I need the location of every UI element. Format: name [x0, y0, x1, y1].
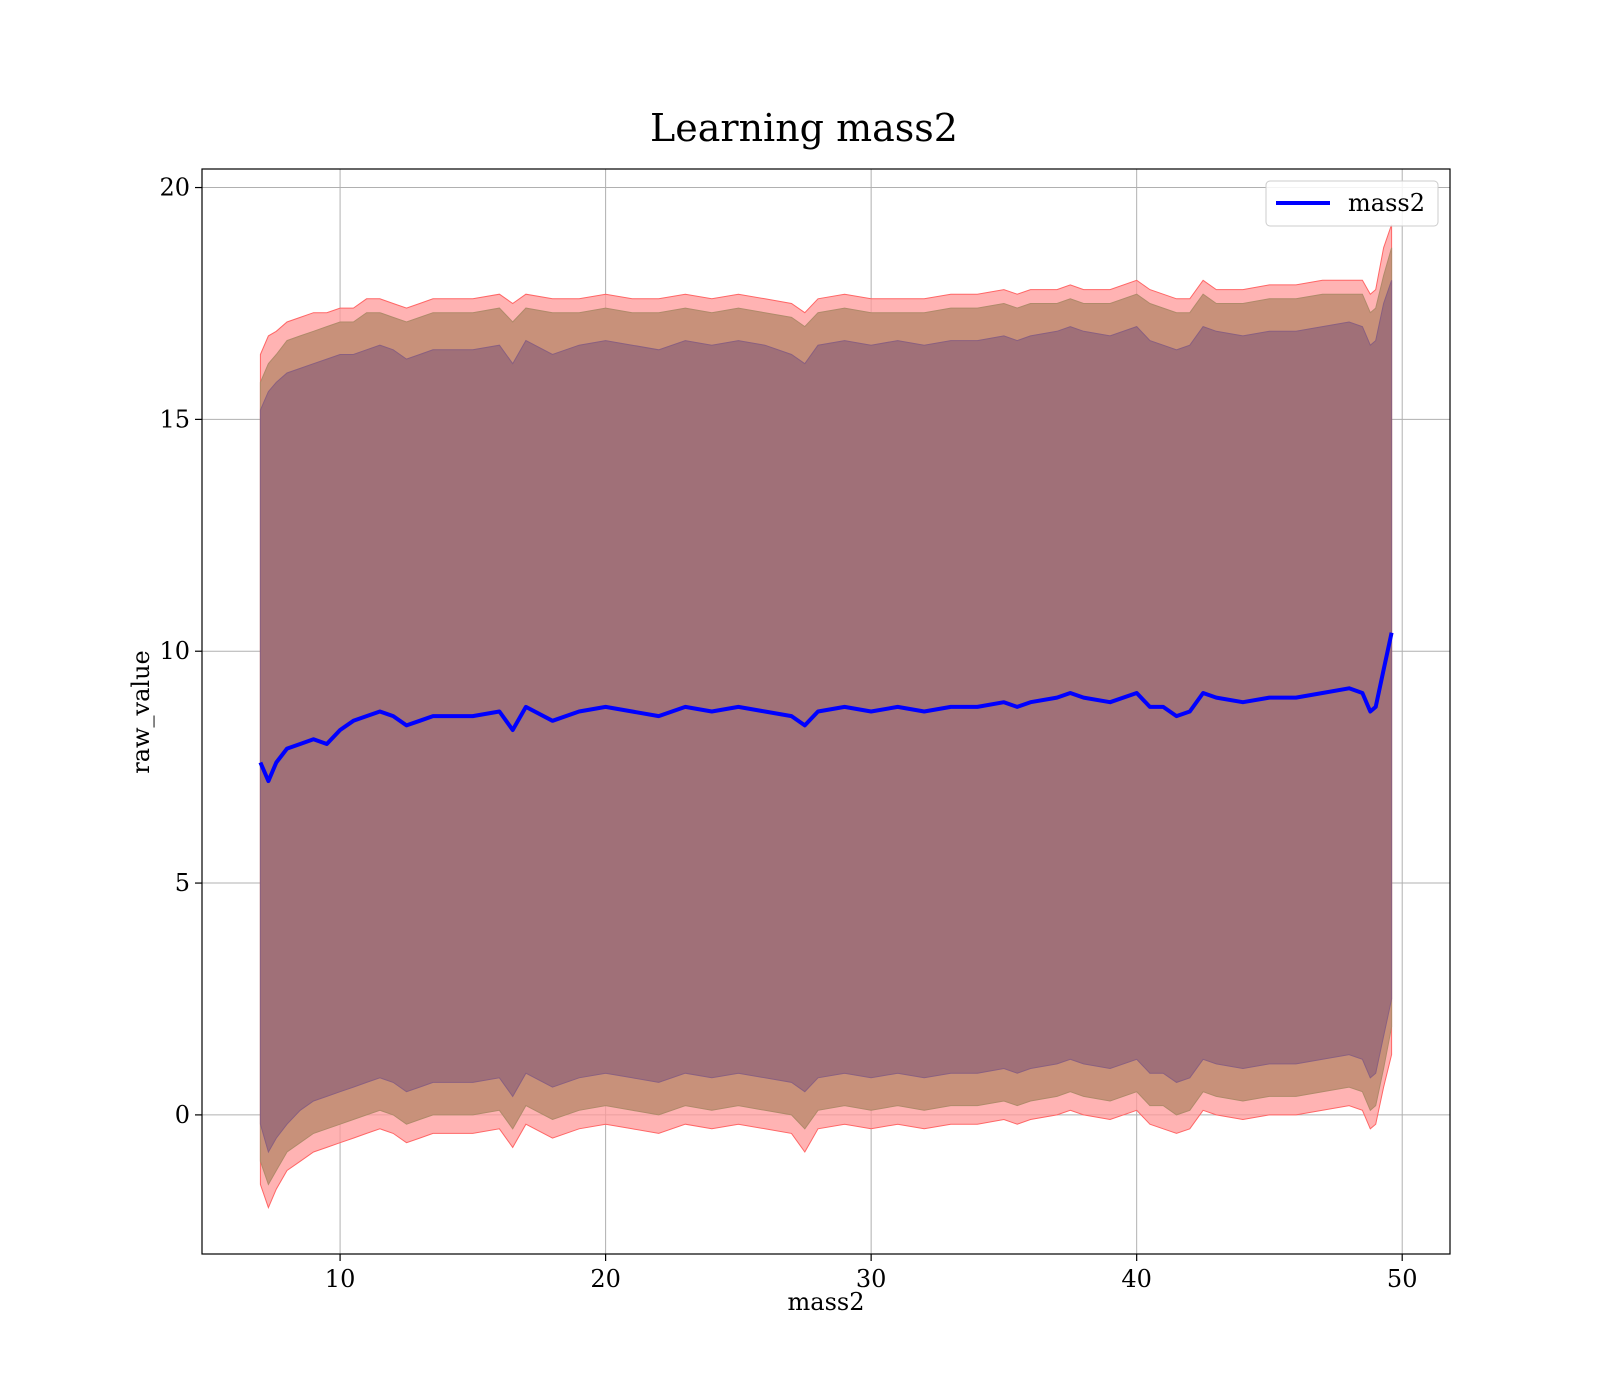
y-tick-label: 20 [159, 174, 190, 202]
chart-title: Learning mass2 [650, 106, 958, 150]
plot-frame [201, 168, 1451, 1255]
x-axis-label: mass2 [788, 1288, 865, 1316]
x-tick-label: 20 [590, 1265, 621, 1293]
legend-label-mass2: mass2 [1348, 189, 1425, 217]
legend: mass2 [1265, 180, 1439, 227]
y-axis-ticks: 0 5 10 15 20 [159, 174, 202, 1129]
inner-band [259, 280, 1393, 1154]
y-tick-label: 0 [175, 1101, 190, 1129]
series-lines [258, 632, 1394, 784]
y-tick-label: 15 [159, 405, 190, 433]
confidence-bands [259, 224, 1393, 1209]
x-tick-label: 10 [325, 1265, 356, 1293]
x-tick-label: 30 [856, 1265, 887, 1293]
y-tick-label: 10 [159, 637, 190, 665]
series-line-mass2 [258, 632, 1394, 784]
x-tick-label: 40 [1121, 1265, 1152, 1293]
y-tick-label: 5 [175, 869, 190, 897]
y-axis-label: raw_value [127, 650, 155, 774]
legend-box [1265, 180, 1439, 227]
plot-area [201, 168, 1451, 1255]
x-axis-ticks: 10 20 30 40 50 [325, 1254, 1418, 1293]
x-tick-label: 50 [1387, 1265, 1418, 1293]
